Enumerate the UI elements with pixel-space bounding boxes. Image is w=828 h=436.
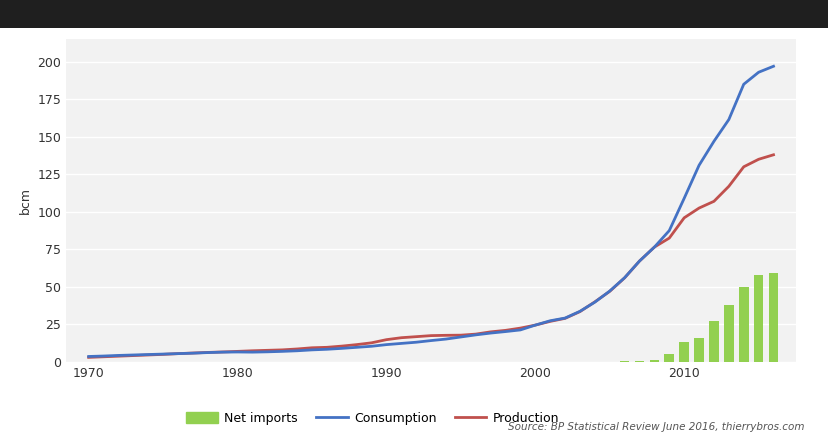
Text: Source: BP Statistical Review June 2016, thierrybros.com: Source: BP Statistical Review June 2016,… (507, 422, 803, 432)
Bar (693, 338, 703, 362)
Bar (649, 361, 658, 362)
Bar (619, 361, 628, 362)
Bar (723, 305, 733, 362)
Bar (708, 321, 718, 362)
Bar (768, 273, 777, 362)
Bar (753, 275, 763, 362)
Bar (678, 342, 688, 362)
Bar (738, 287, 748, 362)
Legend: Net imports, Consumption, Production: Net imports, Consumption, Production (181, 407, 563, 430)
Y-axis label: bcm: bcm (19, 187, 32, 214)
Bar (664, 354, 673, 362)
Bar (634, 361, 643, 362)
